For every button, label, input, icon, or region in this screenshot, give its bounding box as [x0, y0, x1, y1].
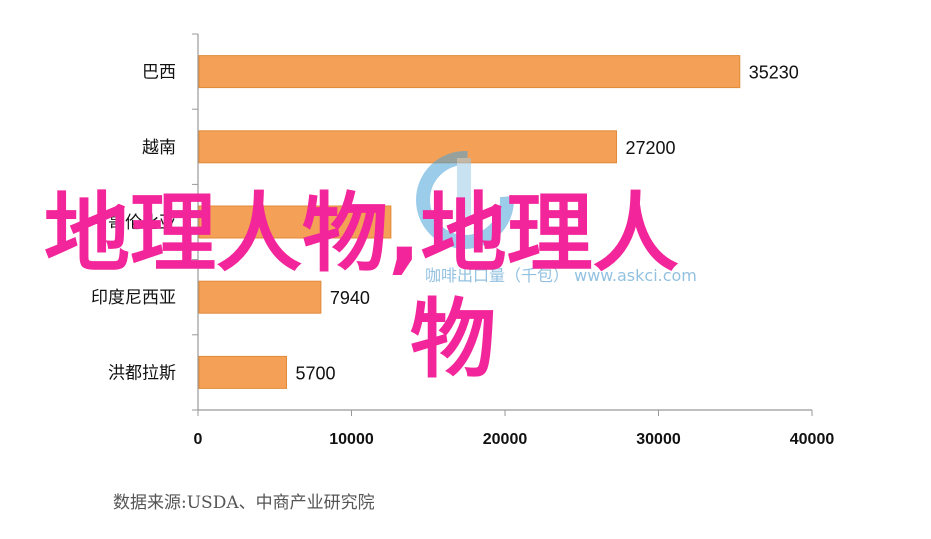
bar: [198, 280, 322, 314]
category-label: 印度尼西亚: [91, 288, 176, 308]
bar: [198, 130, 618, 164]
watermark-line-1: 地理人物,地理人: [44, 184, 679, 284]
logo-url: www.askci.com: [574, 266, 697, 285]
x-tick-label: 0: [194, 431, 203, 448]
category-label: 哥伦比亚: [108, 213, 176, 233]
category-label: 巴西: [142, 63, 176, 83]
value-label: 35230: [749, 63, 799, 83]
value-label: 5700: [295, 363, 335, 383]
category-label: 洪都拉斯: [108, 363, 176, 383]
bar: [198, 355, 287, 389]
bars-layer: [198, 55, 741, 389]
value-label: 7940: [330, 288, 370, 308]
x-tick-label: 10000: [329, 431, 374, 448]
bar: [198, 55, 741, 89]
category-label: 越南: [142, 138, 176, 158]
source-note: 数据来源:USDA、中商产业研究院: [113, 493, 375, 513]
watermark-line-2: 物: [410, 290, 496, 390]
x-tick-label: 30000: [636, 431, 681, 448]
bar: [198, 205, 392, 239]
logo-caption: 咖啡出口量（千包）: [425, 266, 570, 285]
x-tick-label: 20000: [483, 431, 528, 448]
value-label: 27200: [626, 138, 676, 158]
askci-logo-icon: [416, 151, 514, 249]
x-tick-label: 40000: [790, 431, 835, 448]
logo-watermark-text: 咖啡出口量（千包） www.askci.com: [425, 262, 697, 286]
axes-layer: 0 10000 20000 30000 40000: [192, 33, 835, 448]
